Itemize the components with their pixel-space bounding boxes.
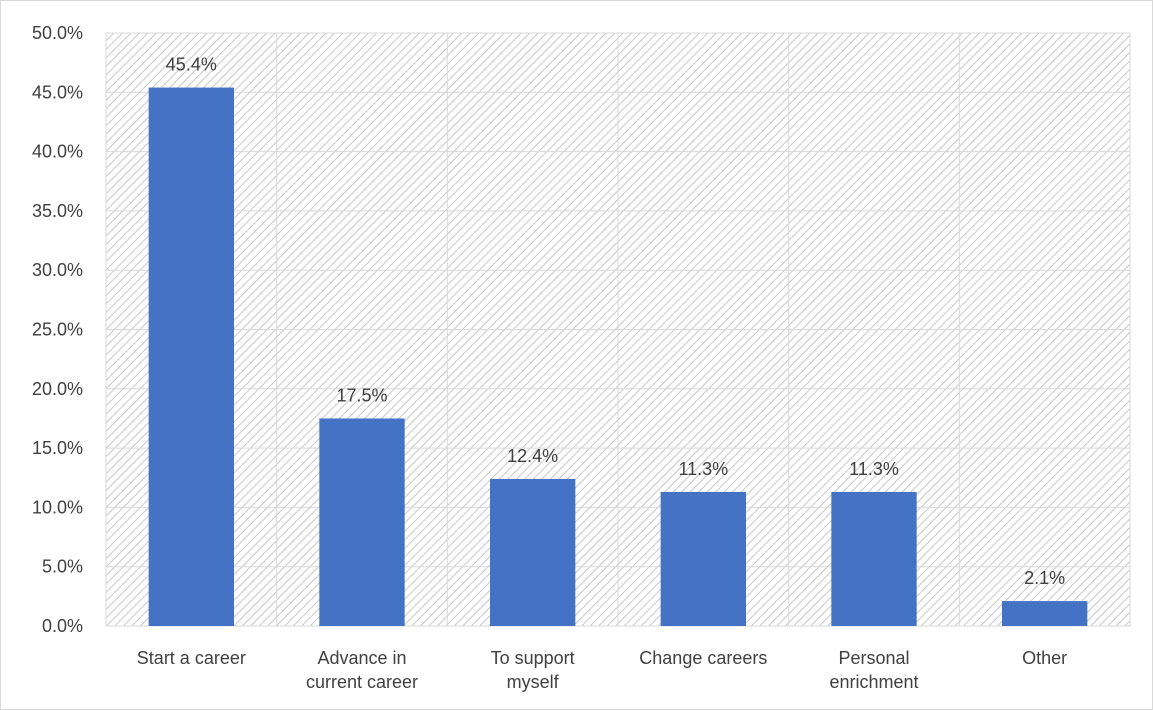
y-tick-label: 10.0% [32,497,83,517]
y-tick-label: 25.0% [32,320,83,340]
x-axis-categories: Start a career Advance in current career To… [137,648,1067,692]
y-tick-label: 0.0% [42,616,83,636]
y-tick-label: 30.0% [32,260,83,280]
y-tick-label: 50.0% [32,23,83,43]
bars [148,87,1088,626]
category-label: Other [1022,648,1067,668]
bar [490,478,576,626]
data-label: 12.4% [507,446,558,466]
bar [319,418,405,626]
bar [148,87,234,626]
data-label: 45.4% [166,55,217,75]
y-tick-label: 5.0% [42,557,83,577]
data-label: 2.1% [1024,568,1065,588]
category-label: Advance in [317,648,406,668]
y-tick-label: 35.0% [32,201,83,221]
bar [660,491,746,626]
y-tick-label: 15.0% [32,438,83,458]
data-labels: 45.4% 17.5% 12.4% 11.3% 11.3% 2.1% [166,55,1065,589]
y-tick-label: 20.0% [32,379,83,399]
category-label: enrichment [829,672,918,692]
bar [831,491,917,626]
y-axis-ticks: 0.0% 5.0% 10.0% 15.0% 20.0% 25.0% 30.0% 35.0% 40… [32,23,83,636]
y-tick-label: 45.0% [32,82,83,102]
category-label: Change careers [639,648,767,668]
data-label: 11.3% [678,459,728,479]
category-label: Start a career [137,648,246,668]
category-label: myself [507,672,560,692]
bar [1002,601,1088,626]
gridlines [105,32,1131,627]
category-label: To support [491,648,575,668]
category-label: current career [306,672,418,692]
category-label: Personal [838,648,909,668]
y-tick-label: 40.0% [32,142,83,162]
data-label: 17.5% [336,385,387,405]
data-label: 11.3% [849,459,899,479]
